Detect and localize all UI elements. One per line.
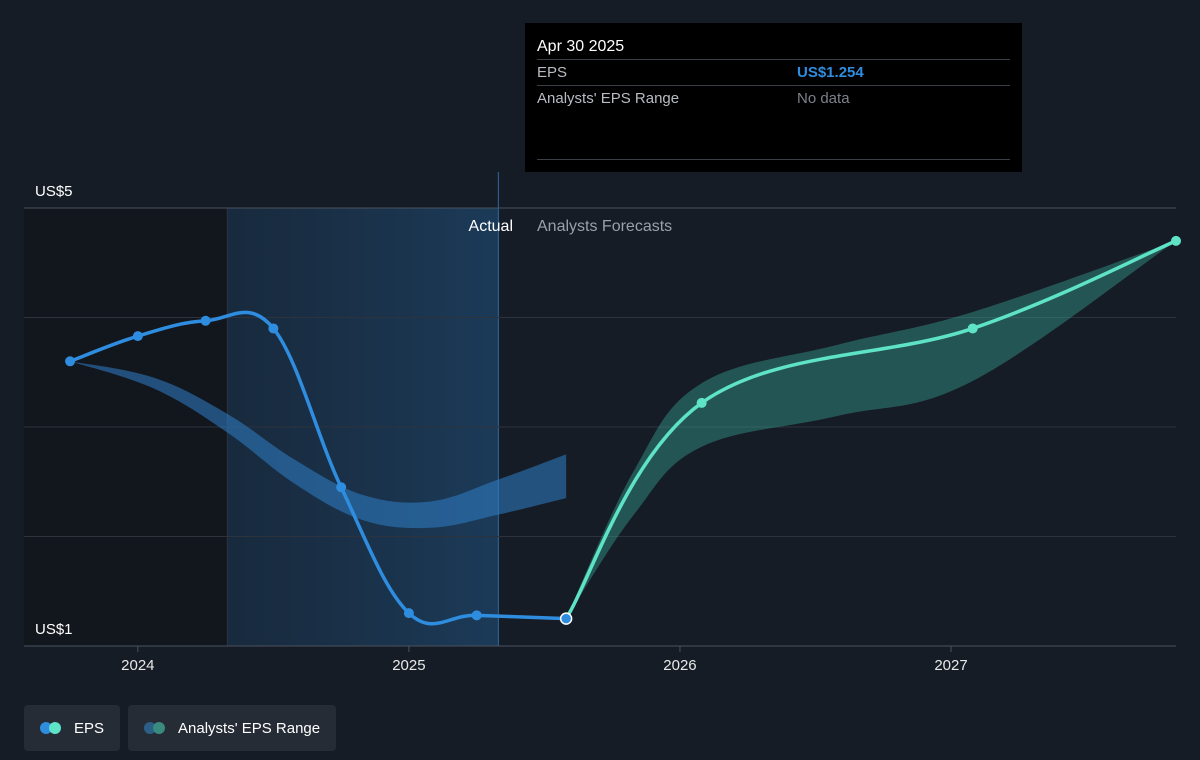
eps-point-actual: [268, 323, 279, 334]
tooltip-range-value: No data: [797, 90, 850, 107]
series-points: [65, 235, 1181, 625]
eps-point-forecast: [696, 397, 707, 408]
background-regions: [24, 172, 499, 646]
tooltip-eps-label: EPS: [537, 64, 568, 81]
tooltip-footer-divider: [537, 159, 1010, 160]
eps-point-actual: [132, 331, 143, 342]
tooltip-row-range: Analysts' EPS Range No data: [537, 85, 1010, 111]
axis-labels: US$5 US$1 Actual Analysts Forecasts: [35, 183, 672, 638]
x-tick-label: 2025: [392, 657, 425, 674]
eps-point-forecast: [1171, 235, 1181, 246]
y-axis-label-max: US$5: [35, 183, 73, 200]
eps-point-actual: [471, 610, 482, 621]
legend-range-label: Analysts' EPS Range: [178, 719, 321, 737]
actual-region-label: Actual: [469, 218, 513, 235]
eps-range-band-past: [70, 361, 567, 529]
eps-range-legend-icon: [144, 722, 168, 734]
hover-tooltip: Apr 30 2025 EPS US$1.254 Analysts' EPS R…: [525, 23, 1022, 172]
tooltip-eps-value: US$1.254: [797, 64, 864, 81]
eps-range-band-forecast: [566, 240, 1176, 619]
forecast-region-label: Analysts Forecasts: [537, 218, 672, 235]
x-tick-label: 2026: [663, 657, 696, 674]
x-tick-label: 2024: [121, 657, 154, 674]
series-lines: [68, 239, 1178, 626]
eps-legend-icon: [40, 722, 64, 734]
chart-legend: EPS Analysts' EPS Range: [24, 705, 337, 751]
legend-item-eps[interactable]: EPS: [24, 705, 121, 751]
x-axis-ticks: 2024 2025 2026 2027: [121, 646, 968, 674]
legend-item-eps-range[interactable]: Analysts' EPS Range: [128, 705, 337, 751]
eps-point-actual: [65, 356, 76, 367]
eps-line-actual: [68, 310, 568, 626]
eps-point-actual: [200, 315, 211, 326]
x-tick-label: 2027: [934, 657, 967, 674]
eps-point-actual: [403, 608, 414, 619]
eps-chart: US$5 US$1 Actual Analysts Forecasts 2024…: [24, 172, 1181, 674]
tooltip-date: Apr 30 2025: [537, 38, 625, 55]
legend-eps-label: EPS: [74, 719, 105, 737]
range-bands: [70, 240, 1176, 619]
tooltip-row-eps: EPS US$1.254: [537, 59, 1010, 85]
tooltip-range-label: Analysts' EPS Range: [537, 90, 680, 107]
eps-point-forecast: [967, 323, 978, 334]
gridlines: [24, 207, 1176, 647]
eps-line-forecast: [564, 239, 1178, 621]
eps-point-actual: [336, 482, 347, 493]
y-axis-label-min: US$1: [35, 621, 73, 638]
eps-highlight-point: [559, 612, 573, 625]
